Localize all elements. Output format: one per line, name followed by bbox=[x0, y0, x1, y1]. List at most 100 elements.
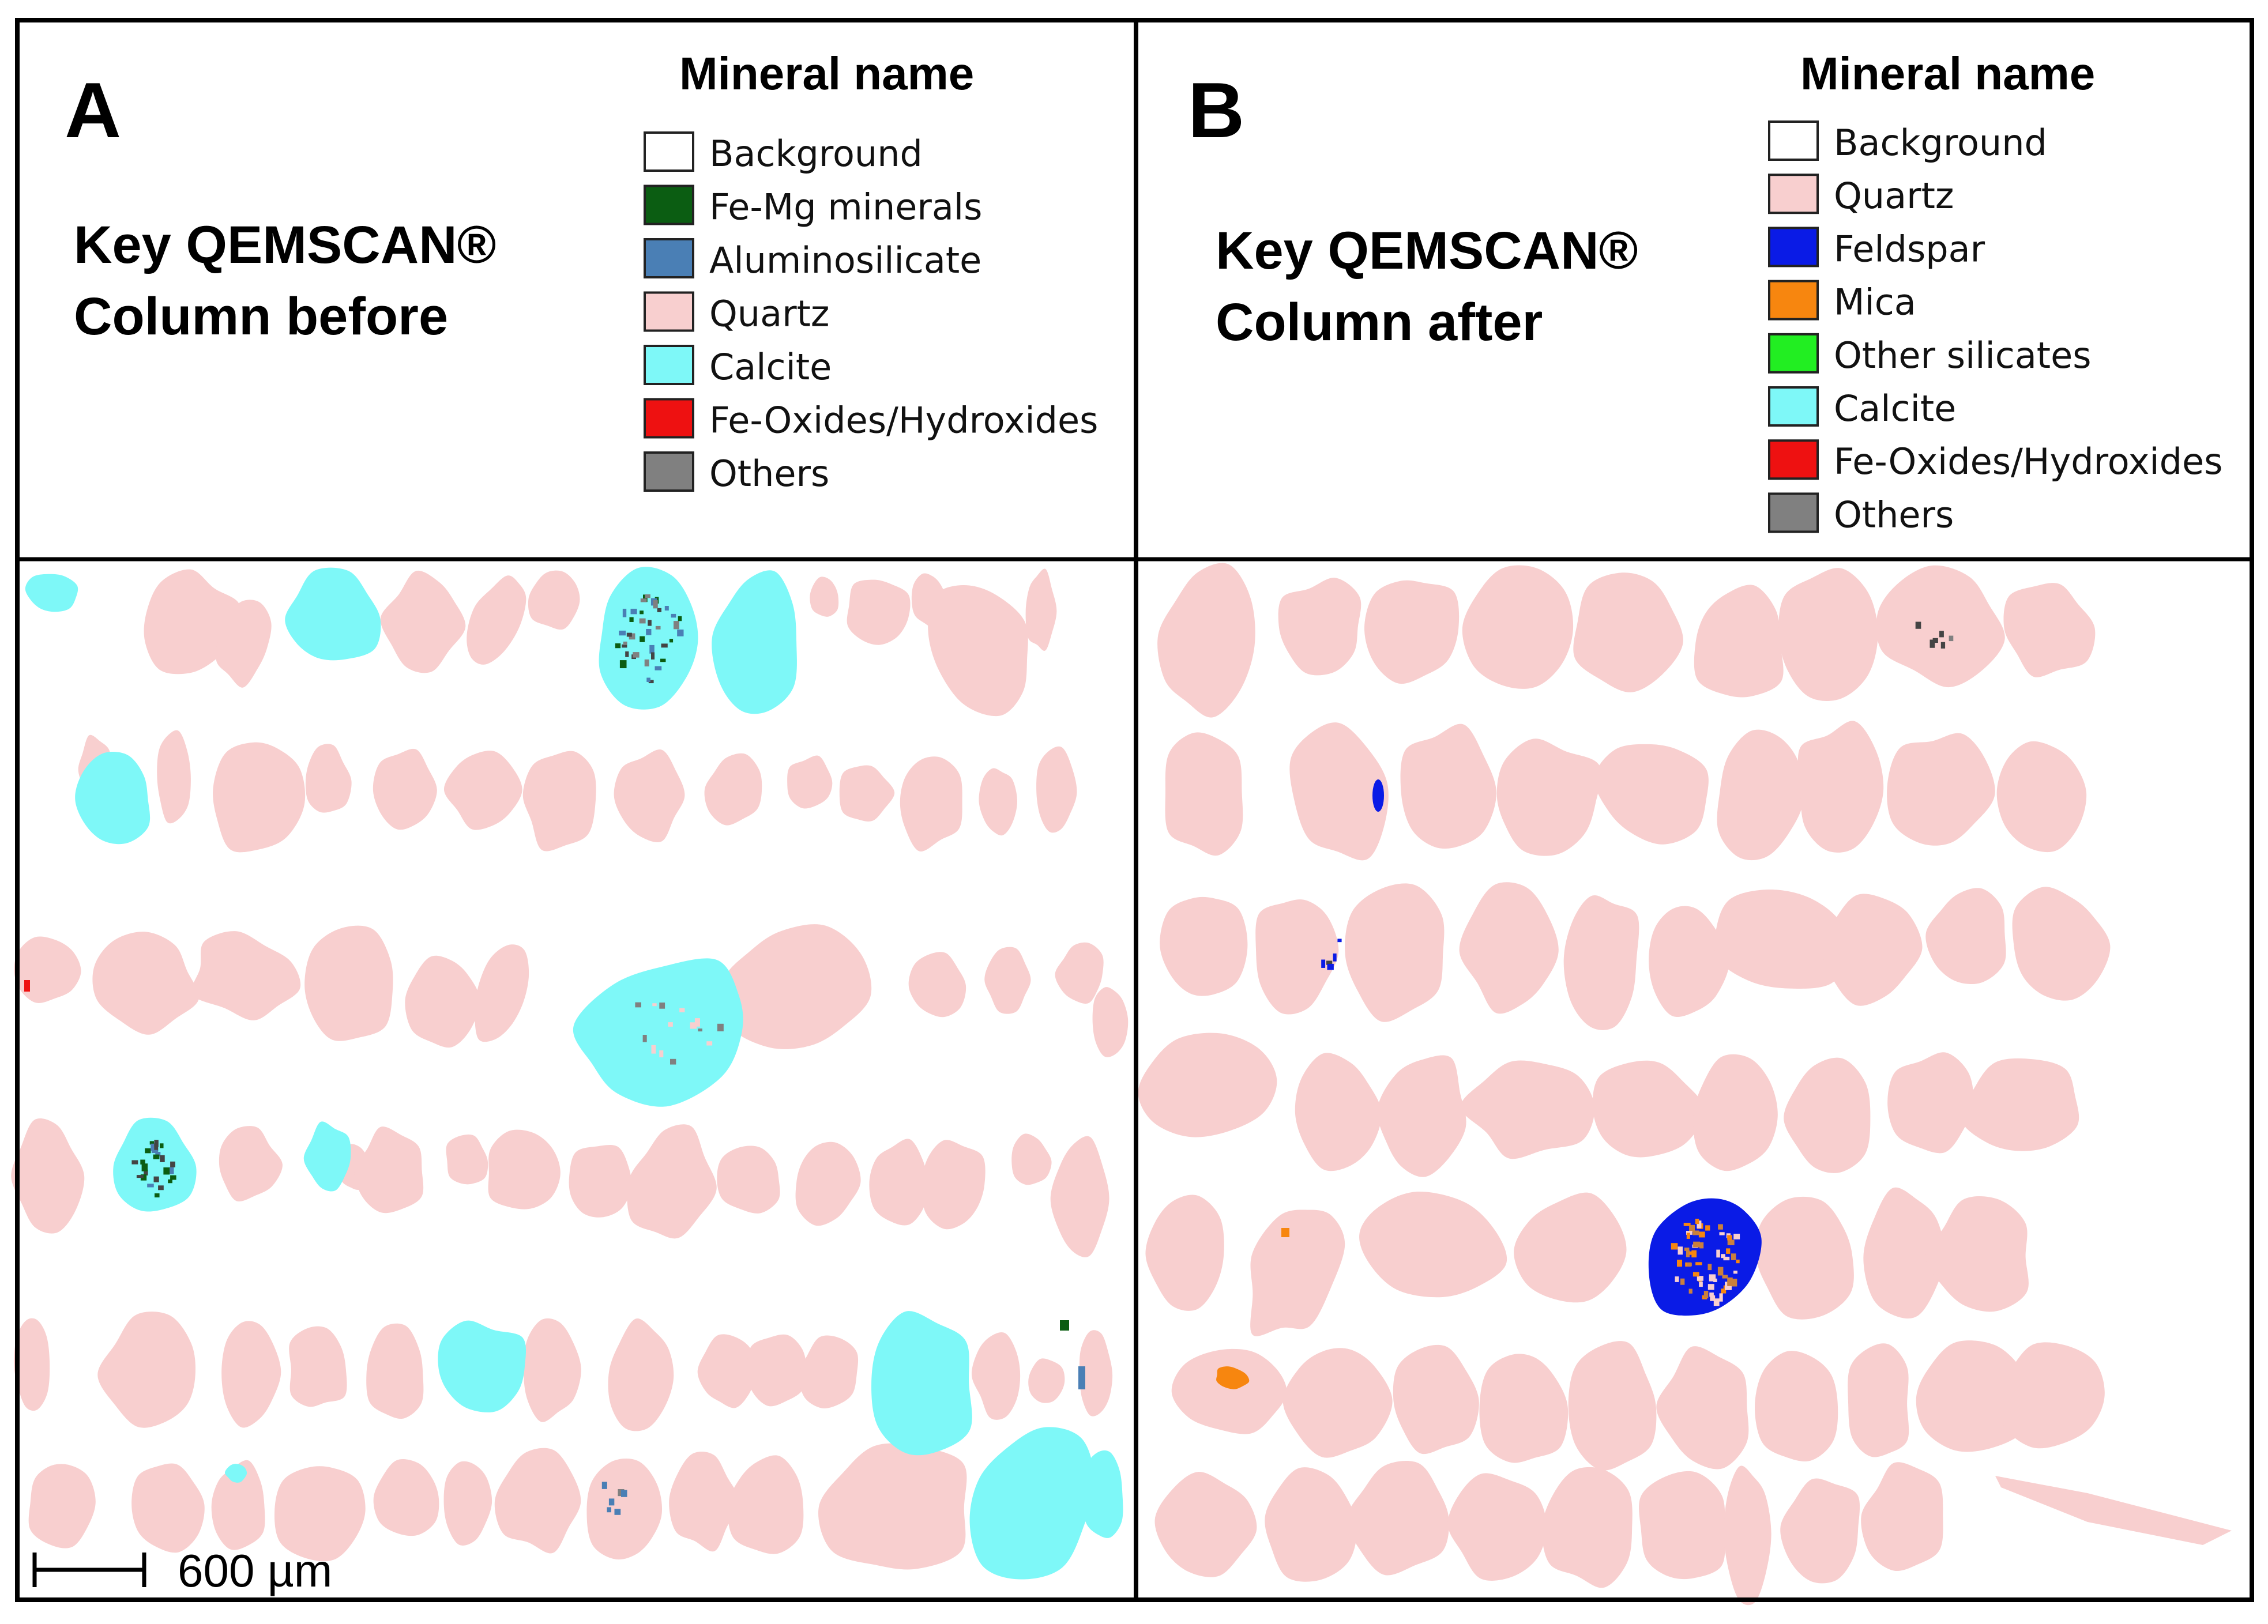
mineral-inclusion bbox=[660, 658, 666, 662]
quartz-grain bbox=[1755, 1196, 1854, 1320]
mineral-inclusion bbox=[131, 1160, 138, 1165]
mineral-inclusion bbox=[1949, 635, 1954, 642]
quartz-grain bbox=[704, 753, 762, 826]
quartz-grain bbox=[1656, 1346, 1749, 1469]
mineral-inclusion bbox=[1686, 1233, 1690, 1239]
mineral-inclusion bbox=[706, 1041, 713, 1046]
panel-b-key-title-line1: Key QEMSCAN® bbox=[1216, 221, 1638, 280]
quartz-grain bbox=[1138, 1033, 1277, 1137]
quartz-grain bbox=[1861, 1462, 1943, 1572]
scale-bar-label: 600 µm bbox=[178, 1545, 332, 1596]
mineral-inclusion bbox=[153, 1176, 159, 1182]
quartz-grain bbox=[787, 755, 833, 809]
quartz-grain bbox=[1282, 1348, 1393, 1458]
mineral-inclusion bbox=[1736, 1259, 1740, 1264]
legend-swatch bbox=[644, 398, 694, 439]
mineral-inclusion bbox=[140, 1159, 145, 1165]
quartz-grain bbox=[979, 768, 1018, 836]
legend-swatch bbox=[1768, 333, 1819, 374]
mineral-inclusion bbox=[670, 1058, 676, 1065]
quartz-grain bbox=[900, 756, 962, 851]
mineral-inclusion bbox=[1697, 1220, 1702, 1229]
quartz-grain bbox=[1025, 568, 1057, 651]
quartz-grain bbox=[569, 1145, 632, 1218]
quartz-grain bbox=[1364, 580, 1460, 684]
mineral-inclusion bbox=[1671, 1243, 1678, 1250]
mineral-inclusion bbox=[1698, 1231, 1705, 1238]
quartz-grain bbox=[1400, 724, 1496, 849]
mineral-inclusion bbox=[170, 1175, 176, 1180]
quartz-grain bbox=[405, 955, 480, 1048]
panel-a-legend: Background Fe-Mg minerals Aluminosilicate Q… bbox=[644, 131, 1098, 495]
legend-swatch bbox=[644, 291, 694, 332]
quartz-grain bbox=[1154, 1472, 1257, 1577]
mineral-inclusion bbox=[694, 1018, 700, 1027]
mineral-inclusion bbox=[1695, 1219, 1699, 1224]
mineral-inclusion bbox=[1692, 1230, 1699, 1235]
mineral-inclusion bbox=[1697, 1276, 1703, 1281]
mineral-inclusion bbox=[151, 1150, 158, 1154]
legend-item: Quartz bbox=[1768, 174, 1954, 217]
mineral-inclusion bbox=[653, 600, 658, 609]
mineral-inclusion bbox=[1710, 1295, 1716, 1301]
legend-item: Feldspar bbox=[1768, 227, 1985, 270]
calcite-grain bbox=[871, 1311, 972, 1456]
mineral-inclusion bbox=[607, 1507, 612, 1513]
legend-item: Others bbox=[644, 451, 829, 495]
quartz-grain bbox=[216, 600, 272, 688]
legend-item: Background bbox=[644, 131, 923, 175]
legend-label: Aluminosilicate bbox=[709, 239, 981, 281]
mineral-inclusion bbox=[1726, 1248, 1731, 1254]
calcite-grain bbox=[303, 1121, 351, 1192]
mineral-inclusion bbox=[664, 606, 669, 611]
quartz-grain bbox=[1784, 1057, 1871, 1173]
mineral-inclusion bbox=[635, 1002, 641, 1008]
quartz-grain bbox=[839, 765, 895, 822]
quartz-grain bbox=[1028, 1358, 1065, 1403]
legend-item: Fe-Oxides/Hydroxides bbox=[644, 398, 1098, 442]
mineral-inclusion bbox=[140, 1174, 147, 1181]
aluminosilicate-grain bbox=[1078, 1366, 1085, 1389]
quartz-grain bbox=[1592, 1060, 1705, 1158]
quartz-grain bbox=[614, 749, 685, 843]
quartz-grain bbox=[373, 1459, 439, 1536]
quartz-grain bbox=[219, 1126, 283, 1202]
quartz-grain bbox=[908, 952, 966, 1018]
quartz-grain bbox=[1887, 1052, 1974, 1154]
quartz-grain bbox=[818, 1443, 967, 1570]
mineral-inclusion bbox=[640, 611, 644, 615]
quartz-grain bbox=[443, 751, 522, 830]
quartz-grain bbox=[727, 1455, 804, 1554]
quartz-grain bbox=[1639, 1471, 1725, 1580]
quartz-grain bbox=[1594, 744, 1709, 845]
quartz-grain bbox=[191, 931, 301, 1020]
mineral-inclusion bbox=[633, 652, 640, 658]
mineral-inclusion bbox=[678, 616, 682, 621]
quartz-grain bbox=[1160, 896, 1248, 996]
mineral-inclusion bbox=[1731, 1253, 1736, 1260]
calcite-grain bbox=[224, 1464, 247, 1483]
legend-swatch bbox=[644, 184, 694, 225]
mineral-inclusion bbox=[147, 1184, 154, 1188]
quartz-grain bbox=[522, 751, 596, 851]
quartz-grain bbox=[810, 576, 839, 617]
mineral-inclusion bbox=[698, 1028, 702, 1032]
quartz-grain bbox=[1346, 1461, 1449, 1576]
quartz-grain bbox=[97, 1312, 196, 1428]
calcite-grain bbox=[712, 570, 797, 714]
mineral-inclusion bbox=[1692, 1272, 1699, 1277]
mineral-inclusion bbox=[1688, 1288, 1692, 1294]
quartz-grain bbox=[1345, 883, 1445, 1022]
quartz-grain bbox=[847, 579, 911, 645]
quartz-grain bbox=[1145, 1195, 1224, 1311]
legend-item: Mica bbox=[1768, 280, 1916, 323]
legend-swatch bbox=[644, 131, 694, 172]
quartz-grain bbox=[213, 742, 306, 853]
quartz-grain bbox=[1541, 1467, 1633, 1588]
mineral-inclusion bbox=[671, 613, 676, 618]
quartz-grain bbox=[869, 1139, 928, 1226]
mineral-inclusion bbox=[1675, 1276, 1679, 1282]
quartz-grain bbox=[1925, 1196, 2029, 1312]
quartz-grain bbox=[28, 1464, 96, 1548]
